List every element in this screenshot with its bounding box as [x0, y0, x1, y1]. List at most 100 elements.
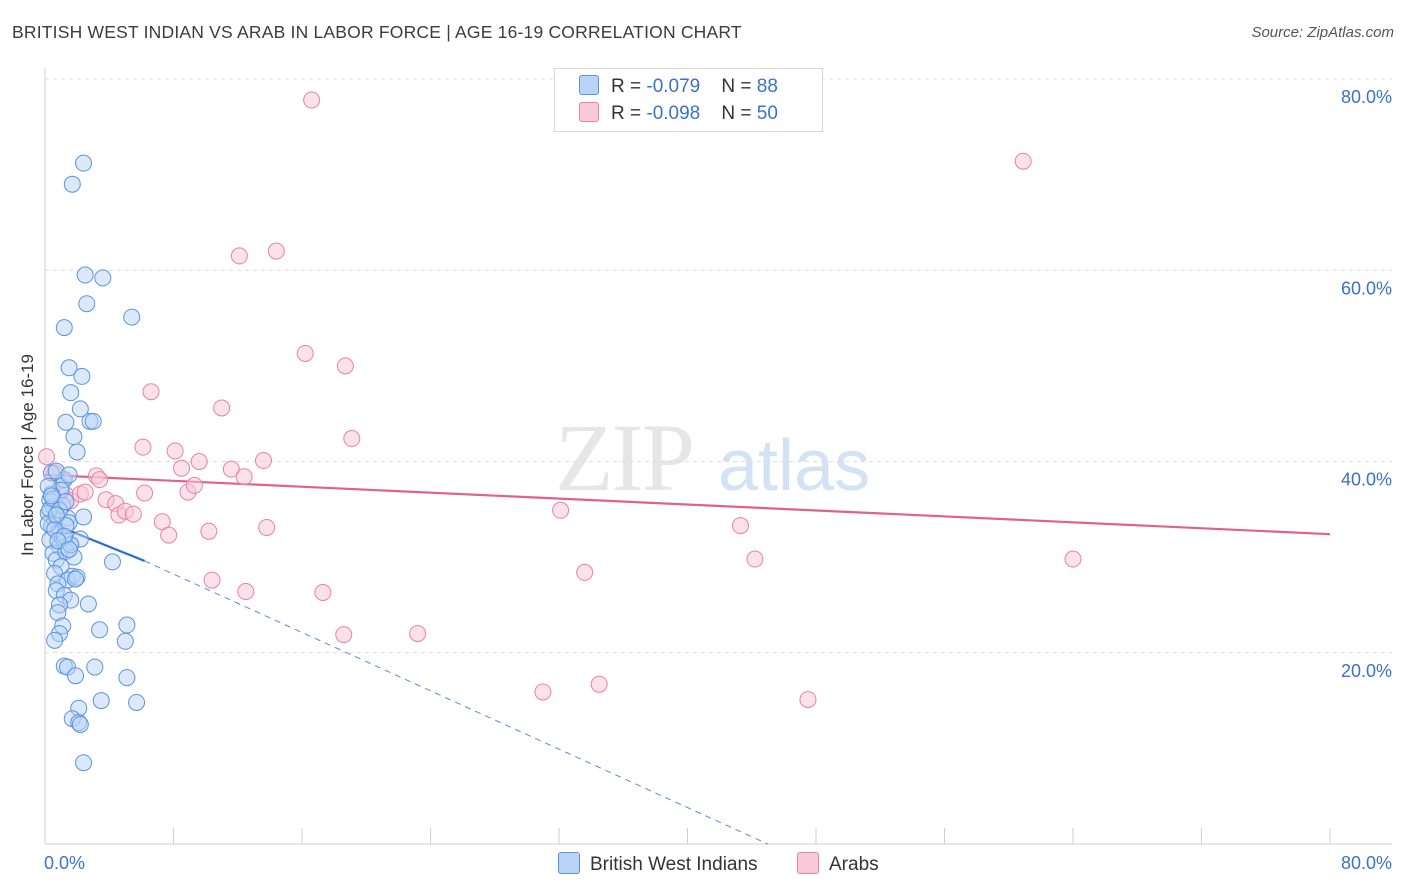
arab-point [222, 460, 240, 478]
british-west-indian-point [57, 413, 75, 431]
arab-trend-line [44, 473, 1331, 536]
british-west-indian-point [62, 384, 80, 402]
trend-lines [44, 473, 1331, 845]
arab-point [258, 518, 276, 536]
y-tick-label: 20.0% [1341, 661, 1392, 681]
tick-labels: 20.0% 40.0% 60.0% 80.0% 0.0% 80.0% [44, 87, 1392, 873]
arab-point [213, 399, 231, 417]
arab-point [336, 357, 354, 375]
grid [45, 78, 1392, 654]
arab-point [343, 430, 361, 448]
british-west-indian-point [116, 632, 134, 650]
british-west-indian-point [60, 466, 78, 484]
watermark: ZIP atlas [555, 404, 870, 511]
british-west-indian-point [68, 443, 86, 461]
legend-n-label: N = [721, 103, 757, 124]
y-tick-label: 80.0% [1341, 87, 1392, 107]
british-west-indian-point [67, 570, 85, 588]
british-west-indian-point [92, 692, 110, 710]
bottom-legend-british-west-indians: British West Indians [558, 852, 758, 876]
british-west-indian-point [60, 359, 78, 377]
legend-n-value: 88 [756, 76, 778, 97]
british-west-indian-point [79, 595, 97, 613]
arab-point [237, 583, 255, 601]
arab-point [76, 483, 94, 501]
watermark-zip: ZIP [555, 404, 693, 511]
british-west-indian-point [86, 658, 104, 676]
british-west-indian-point [76, 266, 94, 284]
y-tick-label: 60.0% [1341, 278, 1392, 298]
arab-point [200, 522, 218, 540]
arab-point [409, 625, 427, 643]
british-west-indian-point [91, 621, 109, 639]
legend-swatch-blue [579, 75, 599, 95]
legend-r-label: R = [611, 76, 647, 97]
arab-point [91, 471, 109, 489]
arab-point [203, 571, 221, 589]
british-west-indian-point [49, 532, 67, 550]
british-west-indian-point [42, 487, 60, 505]
arab-point [124, 505, 142, 523]
arab-point [732, 517, 750, 535]
british-west-indian-point [84, 412, 102, 430]
x-tick-label: 0.0% [44, 853, 85, 873]
data-points [38, 91, 1082, 772]
legend-n-value: 50 [756, 103, 778, 124]
arab-point [136, 484, 154, 502]
british-west-indian-point [118, 669, 136, 687]
british-west-indian-point [94, 269, 112, 287]
british-west-indian-point [67, 667, 85, 685]
arab-point [166, 442, 184, 460]
bottom-legend-label: Arabs [829, 854, 879, 875]
british-west-indian-point [103, 553, 121, 571]
correlation-legend: R = -0.079 N = 88 R = -0.098 N = 50 [554, 68, 823, 132]
british-west-indian-point [47, 506, 65, 524]
british-west-indian-point [60, 540, 78, 558]
bottom-legend-label: British West Indians [590, 854, 758, 875]
arab-point [173, 459, 191, 477]
legend-row-british-west-indians: R = -0.079 N = 88 [579, 75, 778, 99]
legend-r-value: -0.079 [646, 76, 701, 97]
british-west-indian-point [75, 154, 93, 172]
legend-n-label: N = [721, 76, 757, 97]
british-west-indian-point [63, 175, 81, 193]
arab-point [185, 476, 203, 494]
british-west-indian-point [57, 493, 75, 511]
arab-point [267, 242, 285, 260]
arab-point [1014, 152, 1032, 170]
arab-point [296, 344, 314, 362]
arab-point [335, 626, 353, 644]
british-west-indian-point [123, 308, 141, 326]
arab-point [190, 453, 208, 470]
british-west-indian-point [78, 295, 96, 313]
arab-point [552, 501, 570, 519]
arab-point [160, 526, 178, 544]
british-west-indian-point [71, 400, 89, 418]
british-west-indian-point [71, 715, 89, 733]
x-tick-label: 80.0% [1341, 853, 1392, 873]
arab-point [142, 383, 160, 401]
british-west-indian-point [55, 319, 73, 337]
british-west-indian-point [75, 754, 93, 772]
arab-point [799, 691, 817, 709]
bottom-legend-arabs: Arabs [797, 852, 879, 876]
arab-point [314, 584, 332, 602]
source-label: Source: ZipAtlas.com [1251, 24, 1394, 41]
british-west-indian-point [118, 616, 136, 634]
y-tick-label: 40.0% [1341, 470, 1392, 490]
arab-point [235, 468, 253, 486]
arab-point [534, 683, 552, 701]
legend-r-label: R = [611, 103, 647, 124]
british-west-indian-point [46, 631, 64, 649]
legend-r-value: -0.098 [646, 103, 701, 124]
arab-point [38, 448, 56, 466]
arab-point [746, 550, 764, 568]
arab-point [254, 452, 272, 470]
watermark-atlas: atlas [718, 426, 870, 506]
british-west-indian-point [75, 508, 93, 526]
bottom-legend-swatch-pink [797, 852, 819, 874]
british-west-indian-point [65, 428, 83, 446]
chart-title: BRITISH WEST INDIAN VS ARAB IN LABOR FOR… [12, 22, 742, 42]
bottom-legend-swatch-blue [558, 852, 580, 874]
arab-point [303, 91, 321, 109]
